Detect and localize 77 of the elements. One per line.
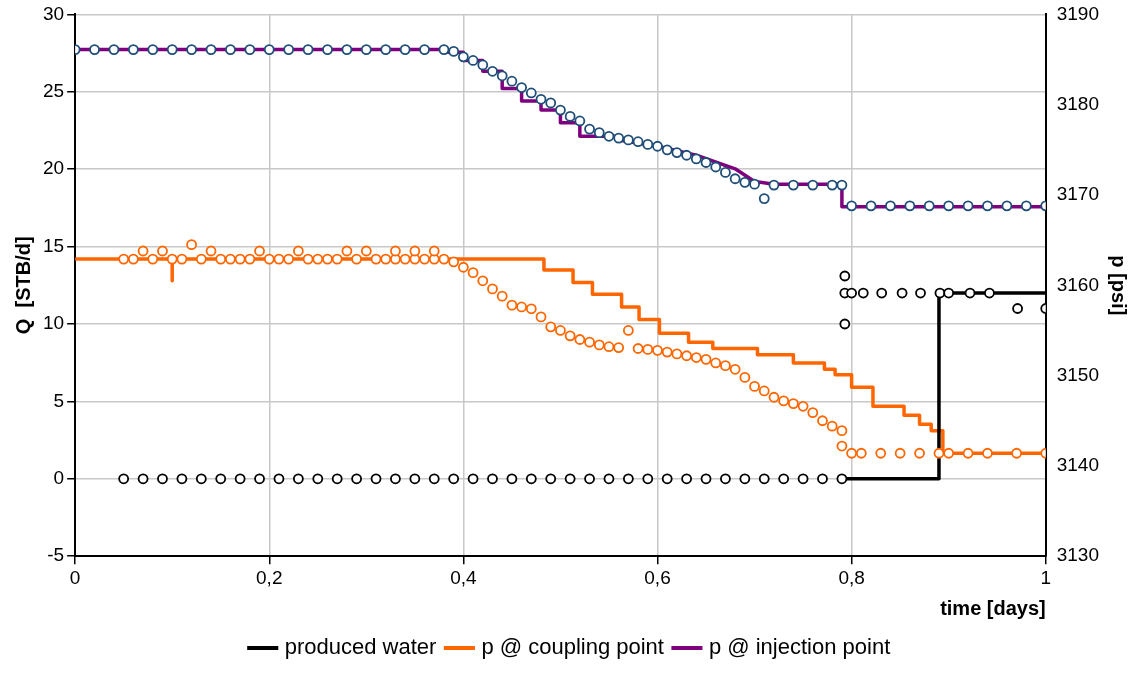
point bbox=[254, 473, 265, 485]
point bbox=[915, 287, 926, 299]
legend-label: p @ coupling point bbox=[481, 634, 664, 660]
point bbox=[195, 473, 207, 485]
x-tick-label: 0,8 bbox=[838, 566, 865, 588]
point bbox=[487, 473, 498, 485]
x-tick-label: 0 bbox=[69, 566, 81, 588]
point bbox=[846, 287, 858, 299]
point bbox=[839, 318, 851, 330]
y2-tick-label: 3150 bbox=[1056, 363, 1100, 385]
point bbox=[331, 473, 343, 485]
point bbox=[118, 473, 130, 485]
y-tick-label: 20 bbox=[42, 157, 65, 179]
x-tick-label: 1 bbox=[1040, 566, 1052, 588]
point bbox=[525, 473, 537, 485]
point bbox=[934, 287, 946, 299]
point bbox=[661, 473, 673, 485]
y-tick-label: 10 bbox=[42, 312, 65, 334]
x-axis-title: time [days] bbox=[940, 596, 1046, 619]
point bbox=[176, 473, 188, 485]
y-tick-label: 15 bbox=[42, 234, 65, 256]
y2-tick-label: 3190 bbox=[1056, 2, 1100, 24]
legend-label: produced water bbox=[284, 634, 437, 660]
y-tick-label: 0 bbox=[53, 467, 65, 489]
y-tick-label: 30 bbox=[42, 2, 65, 24]
point bbox=[370, 473, 382, 485]
y-tick-label: -5 bbox=[47, 544, 65, 566]
point bbox=[428, 473, 440, 485]
point bbox=[390, 473, 401, 485]
point bbox=[700, 473, 712, 485]
point bbox=[817, 473, 828, 485]
point bbox=[642, 473, 654, 485]
legend-label: p @ injection point bbox=[708, 634, 891, 660]
x-tick-label: 0,2 bbox=[256, 566, 283, 588]
y2-tick-label: 3160 bbox=[1056, 273, 1100, 295]
point bbox=[857, 287, 869, 299]
point bbox=[234, 473, 246, 485]
point bbox=[564, 473, 576, 485]
point bbox=[137, 473, 149, 485]
point bbox=[876, 287, 888, 299]
y-tick-label: 5 bbox=[53, 389, 65, 411]
y-axis-title: Q [STB/d] bbox=[11, 236, 34, 335]
x-tick-label: 0,6 bbox=[644, 566, 671, 588]
point bbox=[215, 473, 227, 485]
x-tick-label: 0,4 bbox=[450, 566, 478, 588]
point bbox=[943, 287, 955, 299]
point bbox=[292, 473, 304, 485]
point bbox=[448, 473, 460, 485]
point bbox=[839, 270, 851, 282]
point bbox=[964, 287, 976, 299]
y-tick-label: 25 bbox=[42, 80, 65, 102]
point bbox=[467, 473, 479, 485]
point bbox=[758, 473, 770, 485]
point bbox=[603, 473, 615, 485]
point bbox=[836, 473, 848, 485]
point bbox=[584, 473, 595, 485]
point bbox=[273, 473, 285, 485]
point bbox=[778, 473, 790, 485]
point bbox=[506, 473, 518, 485]
point bbox=[157, 473, 168, 485]
point bbox=[720, 473, 731, 485]
y2-axis-title: p [psi] bbox=[1108, 255, 1131, 316]
point bbox=[312, 473, 324, 485]
point bbox=[984, 287, 995, 299]
y2-tick-label: 3140 bbox=[1056, 454, 1100, 476]
y2-tick-label: 3180 bbox=[1056, 92, 1100, 114]
point bbox=[896, 287, 908, 299]
point bbox=[797, 473, 809, 485]
point bbox=[681, 473, 693, 485]
y2-tick-label: 3130 bbox=[1056, 544, 1100, 566]
point bbox=[409, 473, 421, 485]
point bbox=[1012, 303, 1023, 314]
point bbox=[739, 473, 751, 485]
point bbox=[545, 473, 557, 485]
y2-tick-label: 3170 bbox=[1056, 183, 1100, 205]
point bbox=[351, 473, 363, 485]
point bbox=[622, 473, 634, 485]
